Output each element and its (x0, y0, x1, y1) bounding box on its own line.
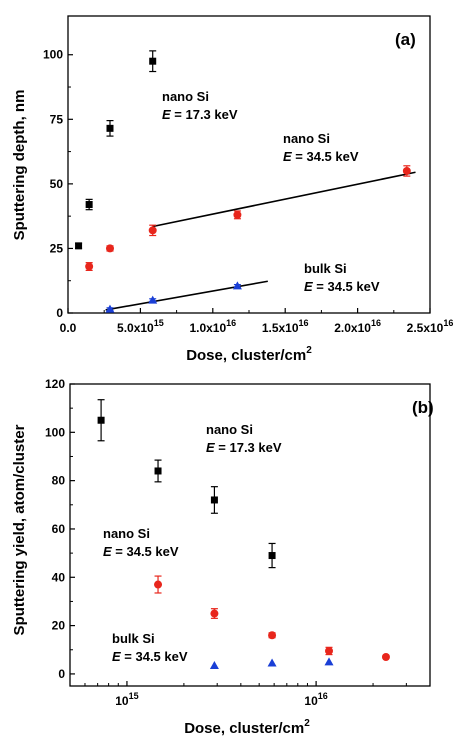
series-square (97, 399, 276, 569)
x-tick-label: 2.5x1016 (407, 318, 454, 335)
data-point-square (154, 467, 162, 475)
data-point-square (268, 552, 276, 560)
data-point-triangle (105, 304, 115, 313)
y-tick-label: 40 (52, 570, 66, 584)
y-tick-label: 0 (58, 667, 65, 681)
series-triangle (105, 281, 242, 313)
x-tick-exponent: 16 (371, 318, 381, 328)
annotation-line2: E = 17.3 keV (206, 440, 282, 455)
series-square (75, 50, 157, 250)
annotation-line2: E = 34.5 keV (112, 649, 188, 664)
panel-label: (b) (412, 398, 434, 417)
y-tick-label: 120 (45, 377, 65, 391)
series-triangle (209, 657, 334, 669)
data-point-circle (233, 210, 242, 219)
data-point-triangle (148, 295, 158, 304)
y-axis-title: Sputtering yield, atom/cluster (11, 424, 28, 635)
annotation-line1: nano Si (206, 422, 253, 437)
series-circle (85, 165, 411, 271)
y-tick-label: 75 (50, 112, 64, 126)
annotation-energy-symbol: E (283, 149, 292, 164)
annotation-energy-symbol: E (103, 544, 112, 559)
annotation-energy-symbol: E (112, 649, 121, 664)
x-tick-exponent: 15 (129, 691, 139, 701)
annotation-energy-symbol: E (304, 279, 313, 294)
plot-frame (69, 383, 431, 687)
annotation-energy-value: = 34.5 keV (121, 649, 188, 664)
y-tick-label: 50 (50, 177, 64, 191)
x-tick-exponent: 16 (443, 318, 453, 328)
y-tick-label: 60 (52, 522, 66, 536)
data-point-triangle (324, 657, 334, 666)
panel-a: 0 25 50 75 100 0.0 5.0x1015 1.0x1016 1.5x1016 2.0… (11, 15, 454, 364)
data-point-circle (85, 262, 94, 271)
data-point-square (75, 242, 83, 250)
fit-line (105, 280, 268, 311)
data-point-triangle (267, 658, 277, 667)
x-tick-label: 1.0x1016 (189, 318, 236, 335)
plot-frame (67, 15, 431, 314)
panel-label: (a) (395, 30, 416, 49)
y-axis-title: Sputtering depth, nm (11, 90, 28, 241)
data-point-square (97, 416, 105, 424)
series-circle (154, 575, 390, 662)
panel-b: 0 20 40 60 80 100 120 1015 1016 Sputtering yield,… (11, 377, 434, 737)
annotation-energy-value: = 34.5 keV (313, 279, 380, 294)
data-point-circle (268, 631, 277, 640)
x-axis-title: Dose, cluster/cm2 (186, 345, 312, 364)
data-point-circle (210, 609, 219, 618)
x-axis-title: Dose, cluster/cm2 (184, 718, 310, 737)
x-tick-label: 0.0 (60, 321, 77, 335)
fit-line (152, 171, 416, 228)
x-tick-label: 5.0x1015 (117, 318, 164, 335)
data-point-triangle (209, 660, 219, 669)
annotation-line1: bulk Si (304, 261, 347, 276)
y-tick-label: 100 (43, 48, 63, 62)
annotation-line1: nano Si (162, 89, 209, 104)
data-point-circle (154, 580, 163, 589)
x-tick-exponent: 16 (226, 318, 236, 328)
annotation-line1: bulk Si (112, 631, 155, 646)
annotation-energy-symbol: E (162, 107, 171, 122)
annotation-line1: nano Si (283, 131, 330, 146)
x-tick-exponent: 15 (154, 318, 164, 328)
annotation-energy-value: = 34.5 keV (112, 544, 179, 559)
annotation-line2: E = 34.5 keV (304, 279, 380, 294)
x-tick-label: 1016 (304, 691, 327, 708)
x-axis-title-superscript: 2 (304, 718, 310, 729)
x-axis-title-superscript: 2 (306, 345, 312, 356)
data-point-circle (381, 653, 390, 662)
x-tick-exponent: 16 (299, 318, 309, 328)
data-point-square (85, 201, 93, 209)
data-point-circle (402, 166, 411, 175)
annotation-energy-value: = 17.3 keV (215, 440, 282, 455)
data-point-square (106, 124, 114, 132)
data-point-triangle (232, 281, 242, 290)
y-tick-label: 100 (45, 425, 65, 439)
data-point-square (149, 57, 157, 65)
x-tick-label: 2.0x1016 (334, 318, 381, 335)
annotation-energy-value: = 34.5 keV (292, 149, 359, 164)
y-tick-label: 0 (56, 306, 63, 320)
data-point-circle (148, 226, 157, 235)
annotation-line1: nano Si (103, 526, 150, 541)
x-tick-label: 1.5x1016 (262, 318, 309, 335)
y-tick-label: 25 (50, 241, 64, 255)
data-point-circle (325, 646, 334, 655)
data-point-square (210, 496, 218, 504)
x-tick-label: 1015 (115, 691, 138, 708)
annotation-line2: E = 34.5 keV (283, 149, 359, 164)
x-tick-exponent: 16 (318, 691, 328, 701)
y-tick-label: 80 (52, 474, 66, 488)
annotation-line2: E = 34.5 keV (103, 544, 179, 559)
annotation-energy-value: = 17.3 keV (171, 107, 238, 122)
y-tick-label: 20 (52, 619, 66, 633)
annotation-energy-symbol: E (206, 440, 215, 455)
data-point-circle (105, 244, 114, 253)
annotation-line2: E = 17.3 keV (162, 107, 238, 122)
